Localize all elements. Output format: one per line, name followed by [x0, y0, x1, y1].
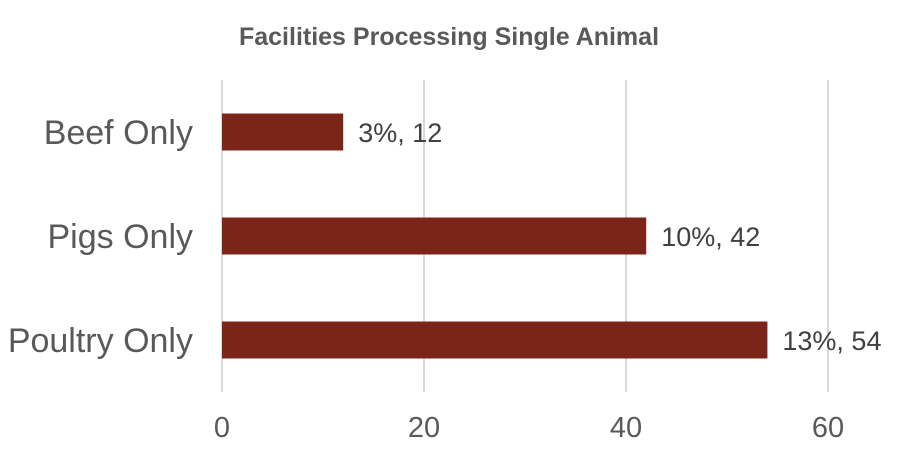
- bars: [222, 113, 768, 359]
- x-tick-label-20: 20: [408, 412, 440, 444]
- bar-pigs-only: [222, 217, 647, 255]
- data-label-pigs-only: 10%, 42: [661, 222, 760, 252]
- data-label-beef-only: 3%, 12: [358, 118, 442, 148]
- category-label-beef-only: Beef Only: [44, 114, 193, 152]
- category-labels: Beef Only Pigs Only Poultry Only: [8, 114, 193, 360]
- x-tick-label-60: 60: [812, 412, 844, 444]
- bar-poultry-only: [222, 321, 768, 359]
- x-tick-label-40: 40: [610, 412, 642, 444]
- category-label-poultry-only: Poultry Only: [8, 322, 193, 360]
- data-label-poultry-only: 13%, 54: [782, 326, 881, 356]
- chart-title: Facilities Processing Single Animal: [239, 23, 659, 51]
- x-tick-label-0: 0: [214, 412, 230, 444]
- data-labels: 3%, 12 10%, 42 13%, 54: [358, 118, 881, 356]
- bar-beef-only: [222, 113, 344, 151]
- x-tick-labels: 0 20 40 60: [214, 412, 844, 444]
- category-label-pigs-only: Pigs Only: [48, 218, 194, 256]
